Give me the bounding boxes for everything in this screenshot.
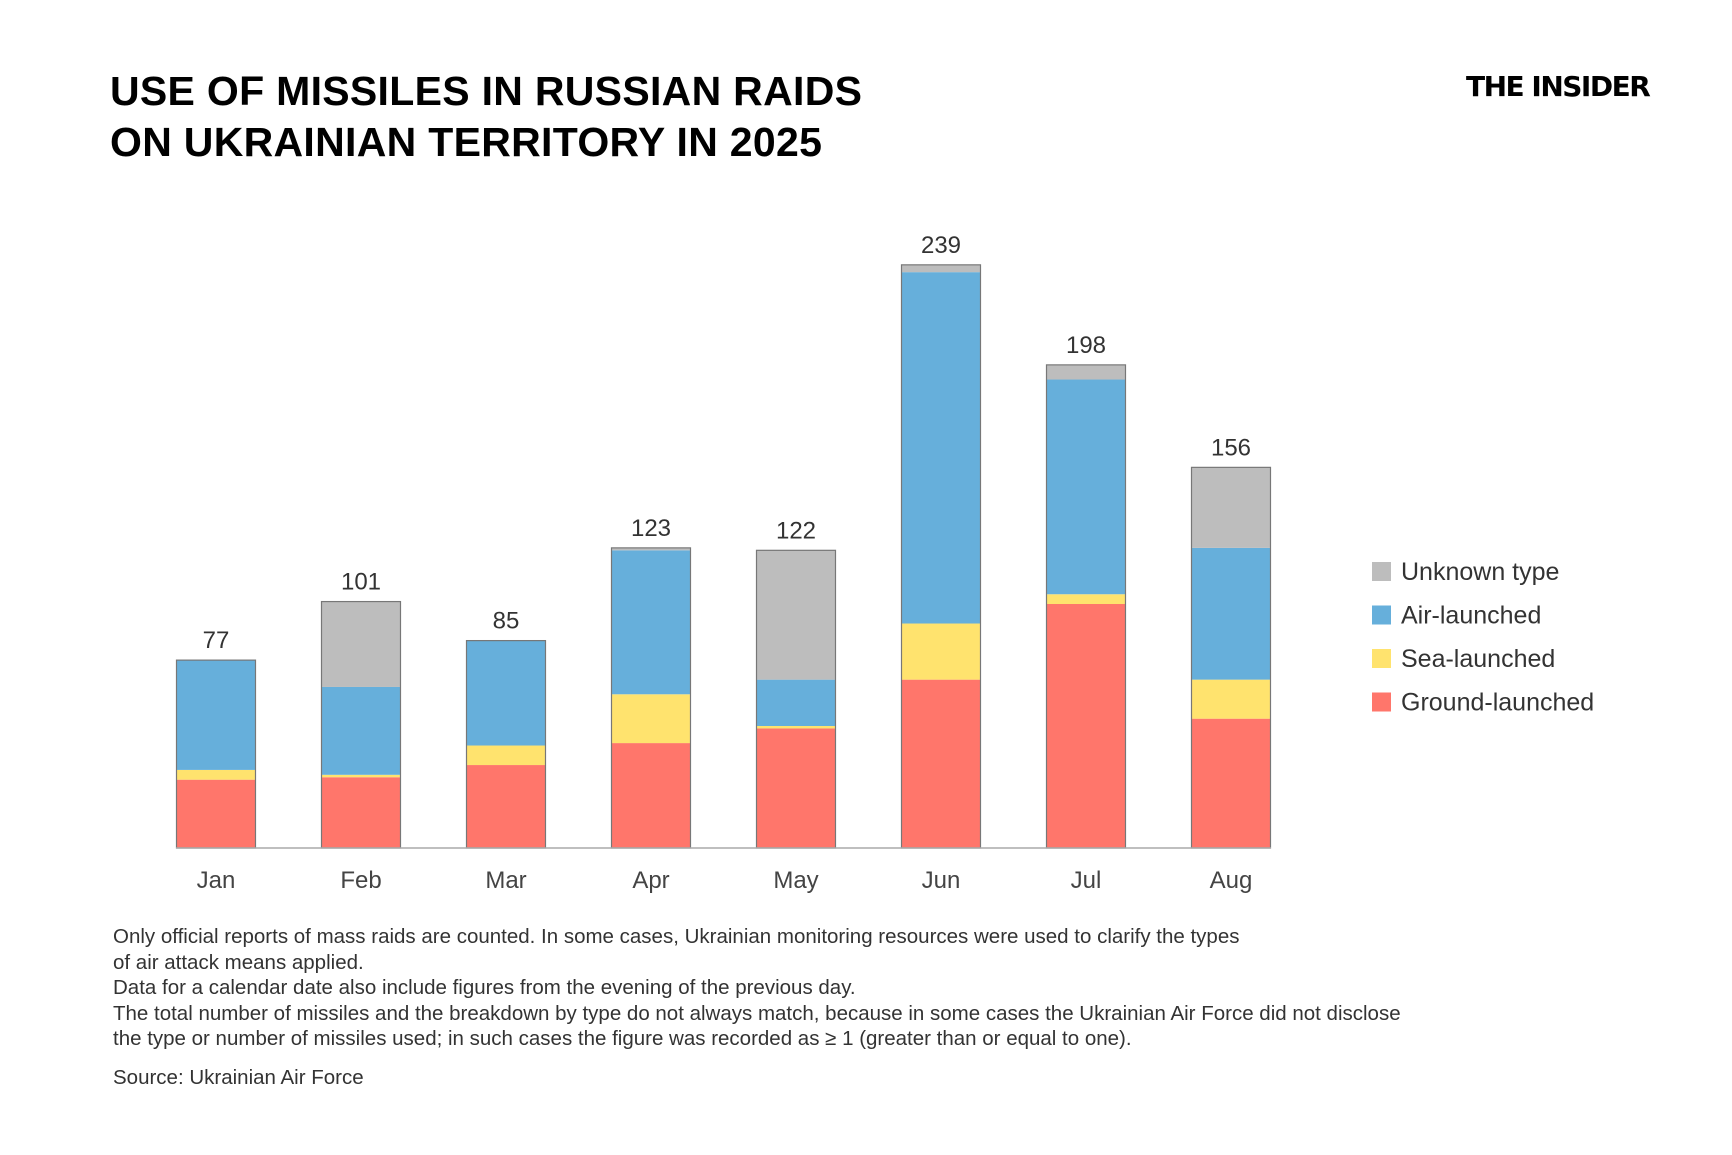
bar-segment-air-launched [176, 660, 256, 770]
bar-segment-sea-launched [756, 726, 836, 729]
bar-segment-sea-launched [321, 774, 401, 778]
legend-swatch [1372, 562, 1391, 581]
bar-segment-unknown-type [756, 550, 836, 680]
bar-segment-air-launched [901, 272, 981, 624]
bar-segment-air-launched [611, 550, 691, 695]
bar-segment-air-launched [1046, 379, 1126, 595]
x-tick-label: Aug [1210, 867, 1253, 894]
total-label: 85 [493, 608, 520, 635]
total-label: 123 [631, 515, 671, 542]
x-tick-label: Jan [197, 867, 236, 894]
total-label: 101 [341, 569, 381, 596]
bar-segment-ground-launched [176, 779, 256, 848]
bar-segment-sea-launched [1191, 679, 1271, 719]
bar-segment-unknown-type [321, 601, 401, 687]
the-insider-logo: THE INSIDER [1466, 70, 1651, 103]
bar-segment-sea-launched [611, 694, 691, 744]
bar-segment-unknown-type [1046, 364, 1126, 380]
total-label: 122 [776, 517, 816, 544]
bar-segment-ground-launched [901, 679, 981, 848]
source-note: Source: Ukrainian Air Force [113, 1066, 364, 1089]
note-line: the type or number of missiles used; in … [113, 1027, 1132, 1050]
legend-label: Sea-launched [1401, 645, 1555, 673]
bar-segment-ground-launched [1191, 718, 1271, 848]
legend-label: Ground-launched [1401, 689, 1594, 717]
legend-swatch [1372, 649, 1391, 668]
x-tick-label: Jul [1071, 867, 1102, 894]
bar-segment-ground-launched [611, 743, 691, 848]
x-tick-label: Mar [485, 867, 526, 894]
bar-segment-sea-launched [466, 745, 546, 766]
bar-segment-air-launched [756, 679, 836, 726]
bar-segment-air-launched [466, 640, 546, 746]
legend-label: Unknown type [1401, 558, 1559, 586]
total-label: 77 [203, 627, 230, 654]
bar-segment-sea-launched [176, 769, 256, 780]
legend-swatch [1372, 605, 1391, 625]
bar-segment-sea-launched [1046, 594, 1126, 604]
legend-label: Air-launched [1401, 602, 1541, 630]
stacked-bar-chart: 77 Jan 101 Feb 85 Mar 123 Apr 122 May 239 Jun 198 Jul… [175, 232, 1594, 894]
x-tick-label: Apr [632, 867, 669, 894]
bar-segment-air-launched [321, 686, 401, 775]
footnotes: Only official reports of mass raids are … [113, 924, 1401, 1052]
bar-segment-ground-launched [466, 765, 546, 848]
note-line: The total number of missiles and the bre… [113, 1001, 1401, 1025]
bar-segment-air-launched [1191, 547, 1271, 680]
note-line: Data for a calendar date also include fi… [113, 976, 856, 999]
total-label: 198 [1066, 332, 1106, 359]
bar-segment-ground-launched [756, 728, 836, 848]
total-label: 156 [1211, 434, 1251, 461]
bar-segment-unknown-type [611, 547, 691, 551]
x-tick-label: Jun [922, 867, 961, 894]
x-tick-label: May [773, 867, 818, 894]
bar-segment-ground-launched [1046, 604, 1126, 848]
note-line: Only official reports of mass raids are … [113, 925, 1240, 948]
total-label: 239 [921, 232, 961, 259]
title-line-2: ON UKRAINIAN TERRITORY IN 2025 [110, 119, 823, 165]
legend-swatch [1372, 692, 1391, 712]
chart-title: USE OF MISSILES IN RUSSIAN RAIDS ON UKRA… [110, 66, 862, 168]
bar-segment-unknown-type [901, 264, 981, 273]
bar-segment-sea-launched [901, 623, 981, 680]
bar-segment-ground-launched [321, 777, 401, 848]
note-line: of air attack means applied. [113, 950, 364, 974]
bar-segment-unknown-type [1191, 467, 1271, 548]
x-tick-label: Feb [340, 867, 381, 894]
title-line-1: USE OF MISSILES IN RUSSIAN RAIDS [110, 68, 863, 114]
